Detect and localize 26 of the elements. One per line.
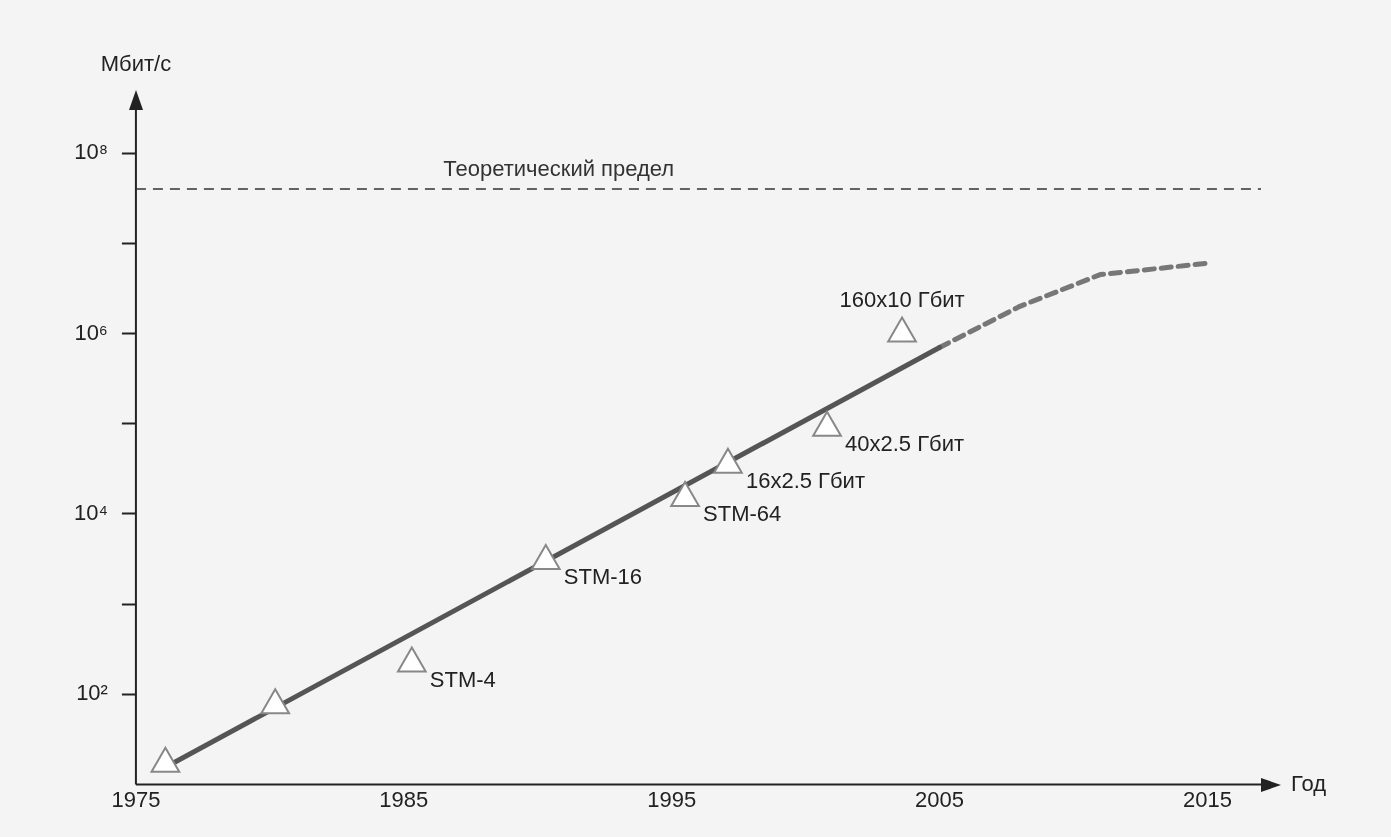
y-axis-title: Мбит/с xyxy=(100,51,172,77)
annotation: STM-4 xyxy=(429,666,496,692)
x-tick-label: 1975 xyxy=(111,786,161,812)
x-tick-label: 2015 xyxy=(1182,786,1232,812)
annotation: STM-64 xyxy=(703,501,782,527)
annotation: 40x2.5 Гбит xyxy=(845,430,965,456)
point xyxy=(713,447,743,474)
y-tick-label: 10⁸ xyxy=(74,139,108,165)
point xyxy=(260,688,291,715)
y-tick-label: 10⁶ xyxy=(74,319,108,345)
annotation: 16x2.5 Гбит xyxy=(745,467,865,493)
annotation: STM-16 xyxy=(563,564,643,590)
point xyxy=(670,481,700,508)
annotation: 160x10 Гбит xyxy=(839,286,965,312)
y-tick-label: 10² xyxy=(76,680,108,706)
x-tick-label: 1985 xyxy=(379,786,429,812)
point xyxy=(812,410,842,437)
x-tick-label: 2005 xyxy=(915,786,965,812)
point xyxy=(396,646,427,673)
y-tick-label: 10⁴ xyxy=(73,500,108,525)
point xyxy=(530,544,561,571)
point xyxy=(150,746,181,773)
point xyxy=(887,316,917,343)
x-tick-label: 1995 xyxy=(647,786,697,812)
x-axis-title: Год xyxy=(1291,770,1327,796)
ref-line-label: Теоретический предел xyxy=(443,156,675,182)
